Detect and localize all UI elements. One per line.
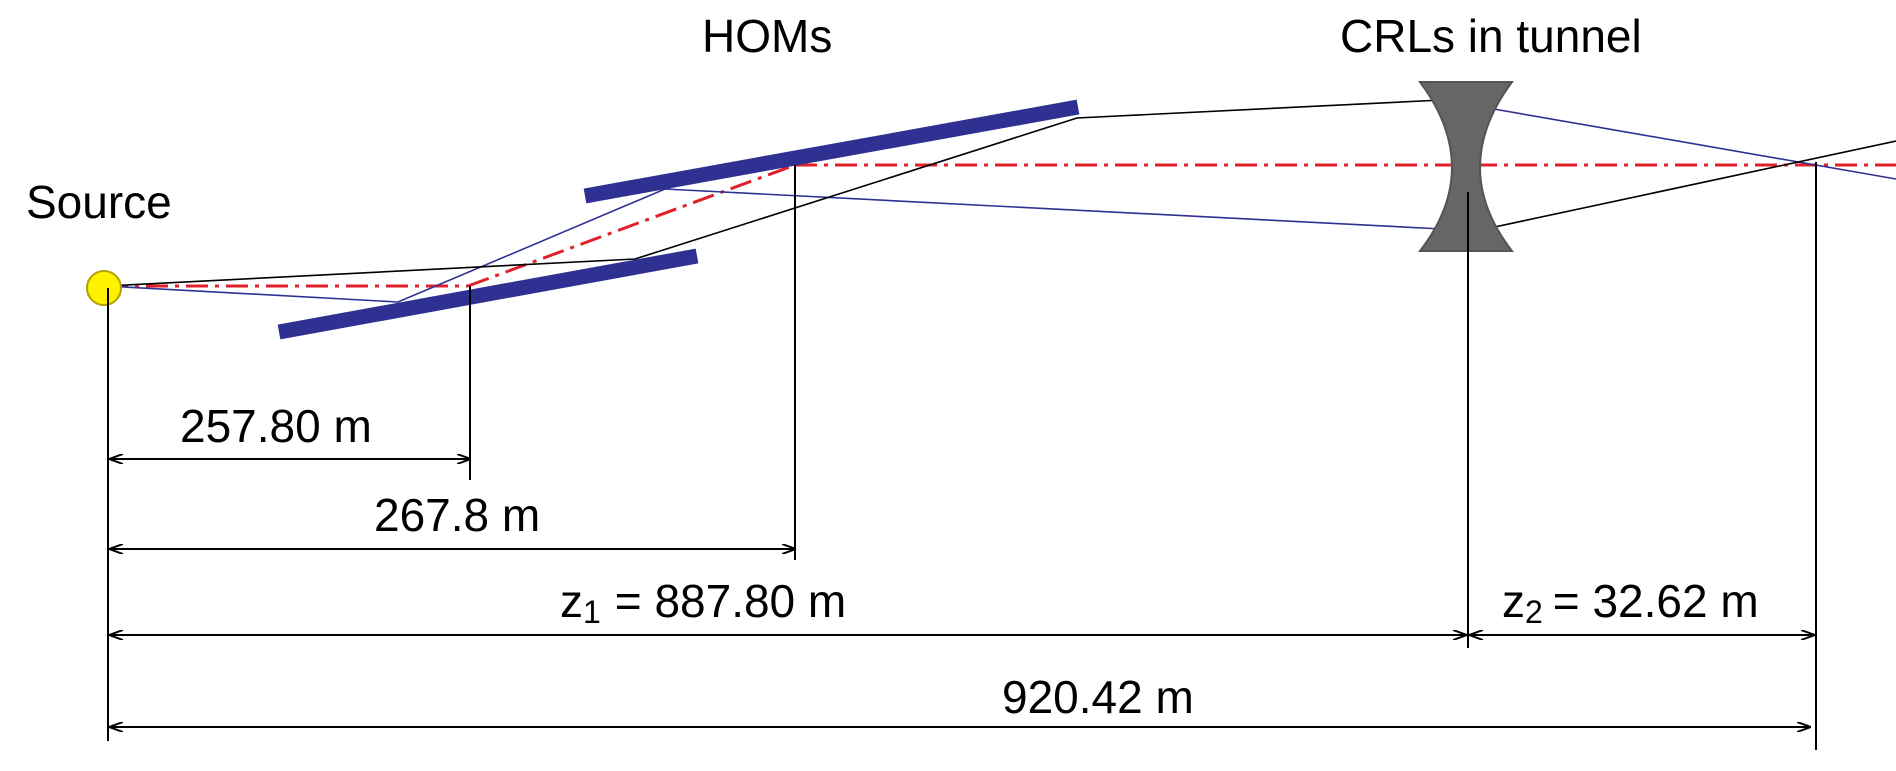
reference-lines xyxy=(107,162,1817,750)
mirror-bar-icon xyxy=(583,99,1080,204)
source-point-icon xyxy=(86,270,122,306)
source-label: Source xyxy=(26,176,172,228)
homs-label: HOMs xyxy=(702,10,832,62)
z1-subscript: 1 xyxy=(583,594,601,630)
ray-black xyxy=(105,99,1896,287)
z2-var: z xyxy=(1502,575,1525,627)
beam-axis xyxy=(106,163,1896,288)
dimension-arrows xyxy=(110,459,1814,727)
z2-subscript: 2 xyxy=(1525,594,1543,630)
dim-label-267: 267.8 m xyxy=(374,489,540,541)
z1-value: = 887.80 m xyxy=(615,575,846,627)
ray-blue xyxy=(105,107,1896,303)
dim-label-total: 920.42 m xyxy=(1002,671,1194,723)
z1-var: z xyxy=(560,575,583,627)
crls-label: CRLs in tunnel xyxy=(1340,10,1642,62)
biconcave-lens-icon xyxy=(1417,81,1515,252)
dim-label-257: 257.80 m xyxy=(180,400,372,452)
mirror-bar-icon xyxy=(277,248,699,340)
z2-value: = 32.62 m xyxy=(1553,575,1759,627)
dim-label-z1: z1 = 887.80 m xyxy=(560,575,846,630)
dim-label-z2: z2 = 32.62 m xyxy=(1502,575,1759,630)
